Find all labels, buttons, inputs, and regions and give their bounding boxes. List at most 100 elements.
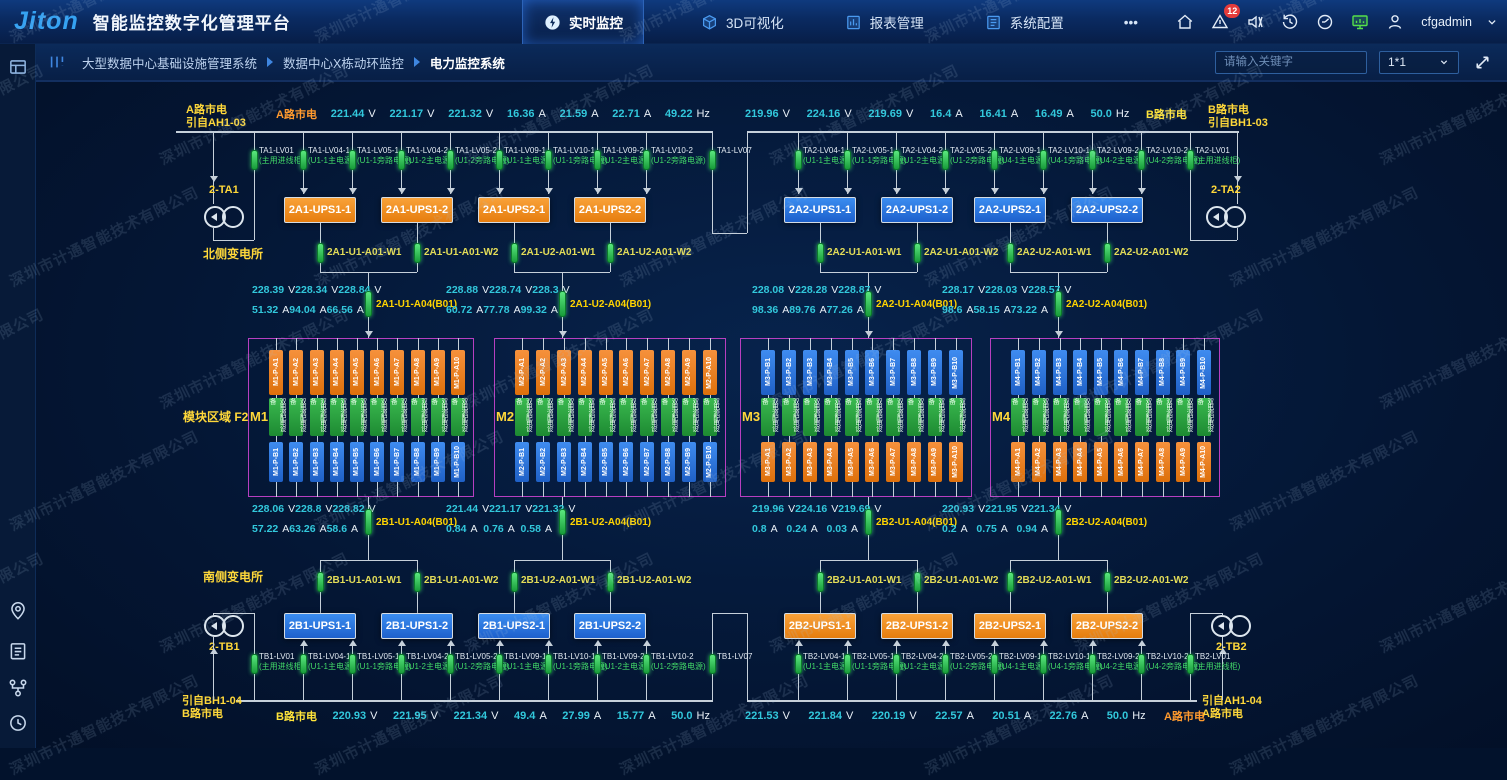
module-bar[interactable]: M3-P-A3 [803, 442, 817, 482]
module-bar[interactable]: M3-P-A1 [761, 442, 776, 482]
time-icon[interactable] [1314, 11, 1336, 33]
module-pdu-bar[interactable]: 双电源配电设备 [577, 398, 594, 436]
module-bar[interactable]: M3-P-B7 [886, 350, 901, 395]
module-bar[interactable]: M1-P-A10 [450, 350, 465, 395]
breadcrumb-item-2[interactable]: 数据中心X栋动环监控 [283, 56, 404, 71]
module-bar[interactable]: M3-P-B9 [927, 350, 942, 395]
breaker-icon[interactable] [1054, 291, 1062, 317]
breaker-icon[interactable] [816, 243, 824, 263]
breaker-icon[interactable] [558, 291, 566, 317]
clock-icon[interactable] [7, 712, 29, 734]
module-bar[interactable]: M1-P-B3 [309, 442, 324, 482]
module-bar[interactable]: M4-P-B1 [1011, 350, 1026, 395]
module-pdu-bar[interactable]: 双电源配电设备 [410, 398, 427, 436]
module-bar[interactable]: M3-P-B1 [761, 350, 776, 395]
module-bar[interactable]: M1-P-B8 [410, 442, 425, 482]
module-bar[interactable]: M4-P-A5 [1093, 442, 1108, 482]
ups-box[interactable]: 2A2-UPS2-1 [974, 197, 1046, 223]
breaker-icon[interactable] [558, 509, 566, 535]
module-bar[interactable]: M2-P-B10 [702, 442, 717, 482]
breaker-icon[interactable] [364, 509, 372, 535]
module-pdu-bar[interactable]: 双电源配电设备 [389, 398, 406, 436]
breaker-icon[interactable] [1006, 572, 1014, 592]
module-bar[interactable]: M2-P-A6 [619, 350, 634, 395]
module-pdu-bar[interactable]: 双电源配电设备 [288, 398, 305, 436]
tab-2[interactable]: 3D可视化 [696, 0, 788, 44]
breaker-icon[interactable] [364, 291, 372, 317]
module-bar[interactable]: M1-P-B9 [430, 442, 445, 482]
transformer-icon[interactable] [222, 206, 244, 228]
grid-layout-select[interactable]: 1*1 [1379, 50, 1459, 74]
location-pin-icon[interactable] [7, 600, 29, 622]
module-bar[interactable]: M2-P-B1 [515, 442, 530, 482]
breaker-icon[interactable] [316, 243, 324, 263]
breaker-icon[interactable] [1103, 572, 1111, 592]
transformer-icon[interactable] [1229, 615, 1251, 637]
module-bar[interactable]: M1-P-B6 [370, 442, 385, 482]
module-pdu-bar[interactable]: 双电源配电设备 [556, 398, 573, 436]
module-pdu-bar[interactable]: 双电源配电设备 [1155, 398, 1172, 436]
username[interactable]: cfgadmin [1421, 15, 1472, 29]
breaker-icon[interactable] [1103, 243, 1111, 263]
tab-1[interactable]: 实时监控 [522, 0, 644, 44]
module-bar[interactable]: M1-P-B7 [390, 442, 405, 482]
tab-3[interactable]: 报表管理 [840, 0, 928, 44]
module-bar[interactable]: M3-P-B2 [782, 350, 797, 395]
breaker-icon[interactable] [1088, 654, 1096, 674]
module-bar[interactable]: M1-P-B5 [349, 442, 364, 482]
module-bar[interactable]: M3-P-B4 [823, 350, 838, 395]
breaker-icon[interactable] [1088, 150, 1096, 170]
module-bar[interactable]: M2-P-B3 [557, 442, 571, 482]
breaker-icon[interactable] [593, 150, 601, 170]
module-pdu-bar[interactable]: 双电源配电设备 [349, 398, 366, 436]
module-pdu-bar[interactable]: 双电源配电设备 [906, 398, 923, 436]
sound-off-icon[interactable] [1244, 11, 1266, 33]
module-pdu-bar[interactable]: 双电源配电设备 [450, 398, 467, 436]
breaker-icon[interactable] [544, 150, 552, 170]
breaker-icon[interactable] [816, 572, 824, 592]
module-bar[interactable]: M2-P-B6 [619, 442, 634, 482]
ups-box[interactable]: 2A1-UPS2-2 [574, 197, 646, 223]
module-pdu-bar[interactable]: 双电源配电设备 [1031, 398, 1048, 436]
module-bar[interactable]: M2-P-B4 [577, 442, 592, 482]
module-pdu-bar[interactable]: 双电源配电设备 [760, 398, 777, 436]
ups-box[interactable]: 2B2-UPS1-1 [784, 613, 856, 639]
breaker-icon[interactable] [1054, 509, 1062, 535]
module-bar[interactable]: M4-P-B3 [1052, 350, 1067, 395]
ups-box[interactable]: 2A2-UPS1-2 [881, 197, 953, 223]
breaker-icon[interactable] [892, 150, 900, 170]
module-bar[interactable]: M1-P-A2 [289, 350, 304, 395]
chevron-down-icon[interactable] [1485, 11, 1499, 33]
breaker-icon[interactable] [843, 654, 851, 674]
module-pdu-bar[interactable]: 双电源配电设备 [1175, 398, 1192, 436]
breaker-icon[interactable] [397, 150, 405, 170]
module-pdu-bar[interactable]: 双电源配电设备 [1052, 398, 1069, 436]
module-pdu-bar[interactable]: 双电源配电设备 [1072, 398, 1089, 436]
module-pdu-bar[interactable]: 双电源配电设备 [514, 398, 531, 436]
module-pdu-bar[interactable]: 双电源配电设备 [535, 398, 552, 436]
history-icon[interactable] [1279, 11, 1301, 33]
breaker-icon[interactable] [1039, 654, 1047, 674]
breaker-icon[interactable] [794, 150, 802, 170]
breaker-icon[interactable] [642, 654, 650, 674]
workflow-icon[interactable] [7, 677, 29, 699]
breaker-icon[interactable] [446, 654, 454, 674]
ups-box[interactable]: 2A2-UPS2-2 [1071, 197, 1143, 223]
breaker-icon[interactable] [1137, 654, 1145, 674]
breaker-icon[interactable] [606, 243, 614, 263]
module-bar[interactable]: M4-P-A4 [1073, 442, 1088, 482]
module-pdu-bar[interactable]: 双电源配电设备 [781, 398, 798, 436]
module-bar[interactable]: M4-P-B8 [1155, 350, 1170, 395]
breaker-icon[interactable] [510, 243, 518, 263]
module-bar[interactable]: M1-P-B4 [329, 442, 344, 482]
user-icon[interactable] [1384, 11, 1406, 33]
breaker-icon[interactable] [348, 654, 356, 674]
panel-icon[interactable] [7, 56, 29, 78]
breaker-icon[interactable] [299, 654, 307, 674]
breaker-icon[interactable] [1006, 243, 1014, 263]
module-bar[interactable]: M1-P-A6 [370, 350, 385, 395]
breaker-icon[interactable] [606, 572, 614, 592]
breaker-icon[interactable] [990, 654, 998, 674]
module-bar[interactable]: M4-P-B9 [1176, 350, 1191, 395]
module-pdu-bar[interactable]: 双电源配电设备 [844, 398, 861, 436]
